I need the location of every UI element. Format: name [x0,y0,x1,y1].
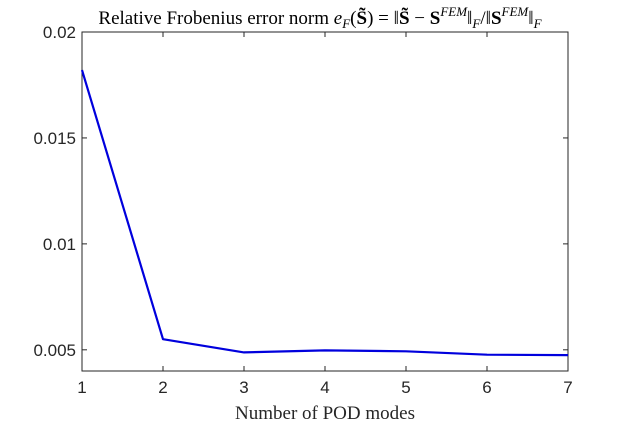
y-tick-label: 0.005 [33,341,76,360]
plot-area-frame [81,31,569,372]
y-tick-label: 0.01 [43,235,76,254]
x-tick-label: 4 [320,378,329,397]
y-tick-label: 0.02 [43,23,76,42]
y-tick-label: 0.015 [33,129,76,148]
x-tick-label: 6 [482,378,491,397]
x-tick-label: 2 [158,378,167,397]
x-tick-label: 5 [401,378,410,397]
chart-title: Relative Frobenius error norm eF(S̃) = ‖… [98,4,542,31]
x-tick-label: 3 [239,378,248,397]
x-axis-tick-labels: 1 2 3 4 5 6 7 [77,378,572,397]
x-tick-label: 1 [77,378,86,397]
x-axis-ticks [81,32,569,371]
y-axis-ticks [82,31,568,351]
x-axis-title: Number of POD modes [235,403,415,424]
series-line-error-norm [80,69,569,357]
y-axis-tick-labels: 0.005 0.01 0.015 0.02 [33,23,76,360]
x-tick-label: 7 [563,378,572,397]
